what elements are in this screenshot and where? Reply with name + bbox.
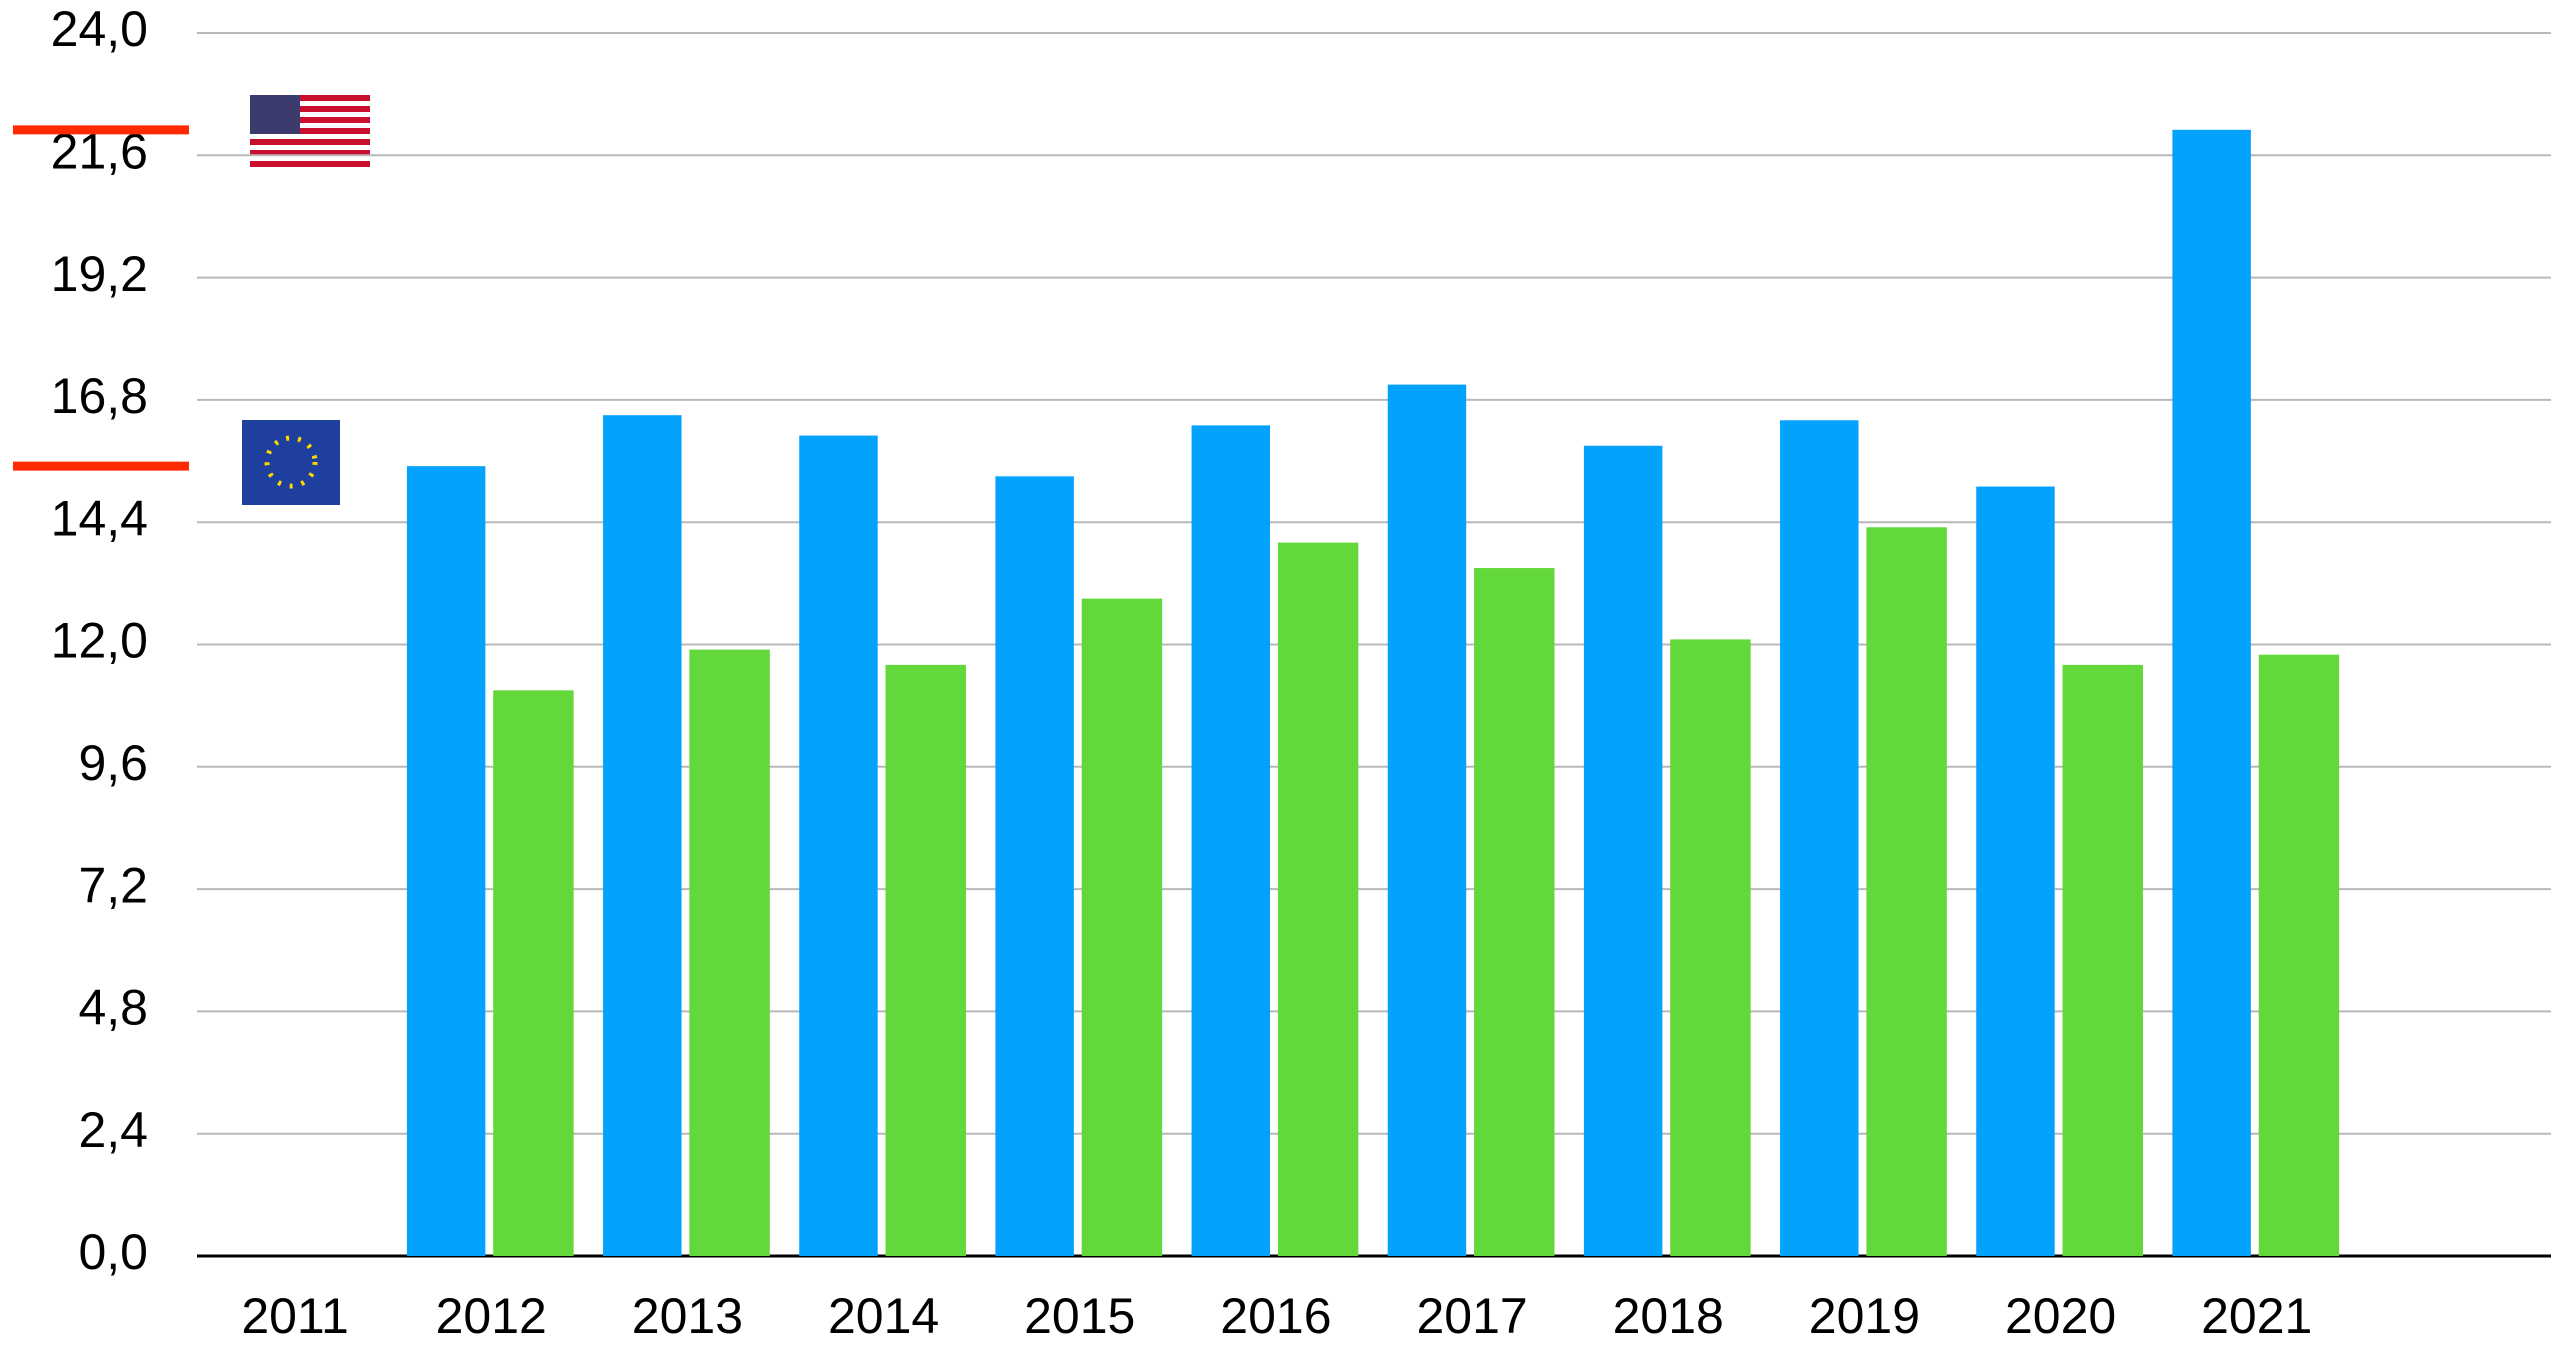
bar: [2172, 129, 2251, 1257]
bar: [1976, 486, 2055, 1256]
bar: [493, 690, 574, 1256]
bar: [1866, 527, 1947, 1256]
y-tick-label: 7,2: [78, 857, 148, 913]
y-tick-label: 2,4: [78, 1102, 148, 1158]
y-tick-label: 4,8: [78, 980, 148, 1036]
eu-flag: [242, 420, 340, 505]
bar: [1583, 445, 1663, 1256]
y-tick-label: 24,0: [51, 1, 148, 57]
x-tick-label: 2015: [1024, 1288, 1135, 1344]
x-tick-label: 2018: [1613, 1288, 1724, 1344]
y-tick-label: 9,6: [78, 735, 148, 791]
bar: [1670, 639, 1751, 1256]
bar: [799, 435, 878, 1257]
bar: [2062, 664, 2143, 1256]
bar: [2258, 654, 2340, 1256]
y-tick-label: 19,2: [51, 246, 148, 302]
y-tick-label: 14,4: [51, 490, 148, 546]
bar: [885, 664, 966, 1256]
bar: [1387, 384, 1467, 1256]
bar: [406, 466, 486, 1256]
bar: [1277, 542, 1359, 1256]
bar: [1081, 598, 1163, 1256]
x-tick-label: 2012: [436, 1288, 547, 1344]
bar: [689, 649, 770, 1256]
y-tick-label: 12,0: [51, 613, 148, 669]
x-tick-label: 2017: [1416, 1288, 1527, 1344]
bar: [995, 476, 1074, 1256]
x-tick-label: 2014: [828, 1288, 939, 1344]
x-tick-label: 2011: [241, 1288, 349, 1344]
bar: [603, 415, 682, 1256]
x-tick-label: 2019: [1809, 1288, 1920, 1344]
y-tick-label: 16,8: [51, 368, 148, 424]
x-tick-label: 2013: [632, 1288, 743, 1344]
bar: [1474, 568, 1555, 1256]
x-tick-label: 2016: [1220, 1288, 1331, 1344]
x-tick-label: 2020: [2005, 1288, 2116, 1344]
y-tick-label: 0,0: [78, 1224, 148, 1280]
bar: [1191, 425, 1271, 1257]
x-tick-label: 2021: [2201, 1288, 2312, 1344]
bar: [1780, 420, 1859, 1256]
